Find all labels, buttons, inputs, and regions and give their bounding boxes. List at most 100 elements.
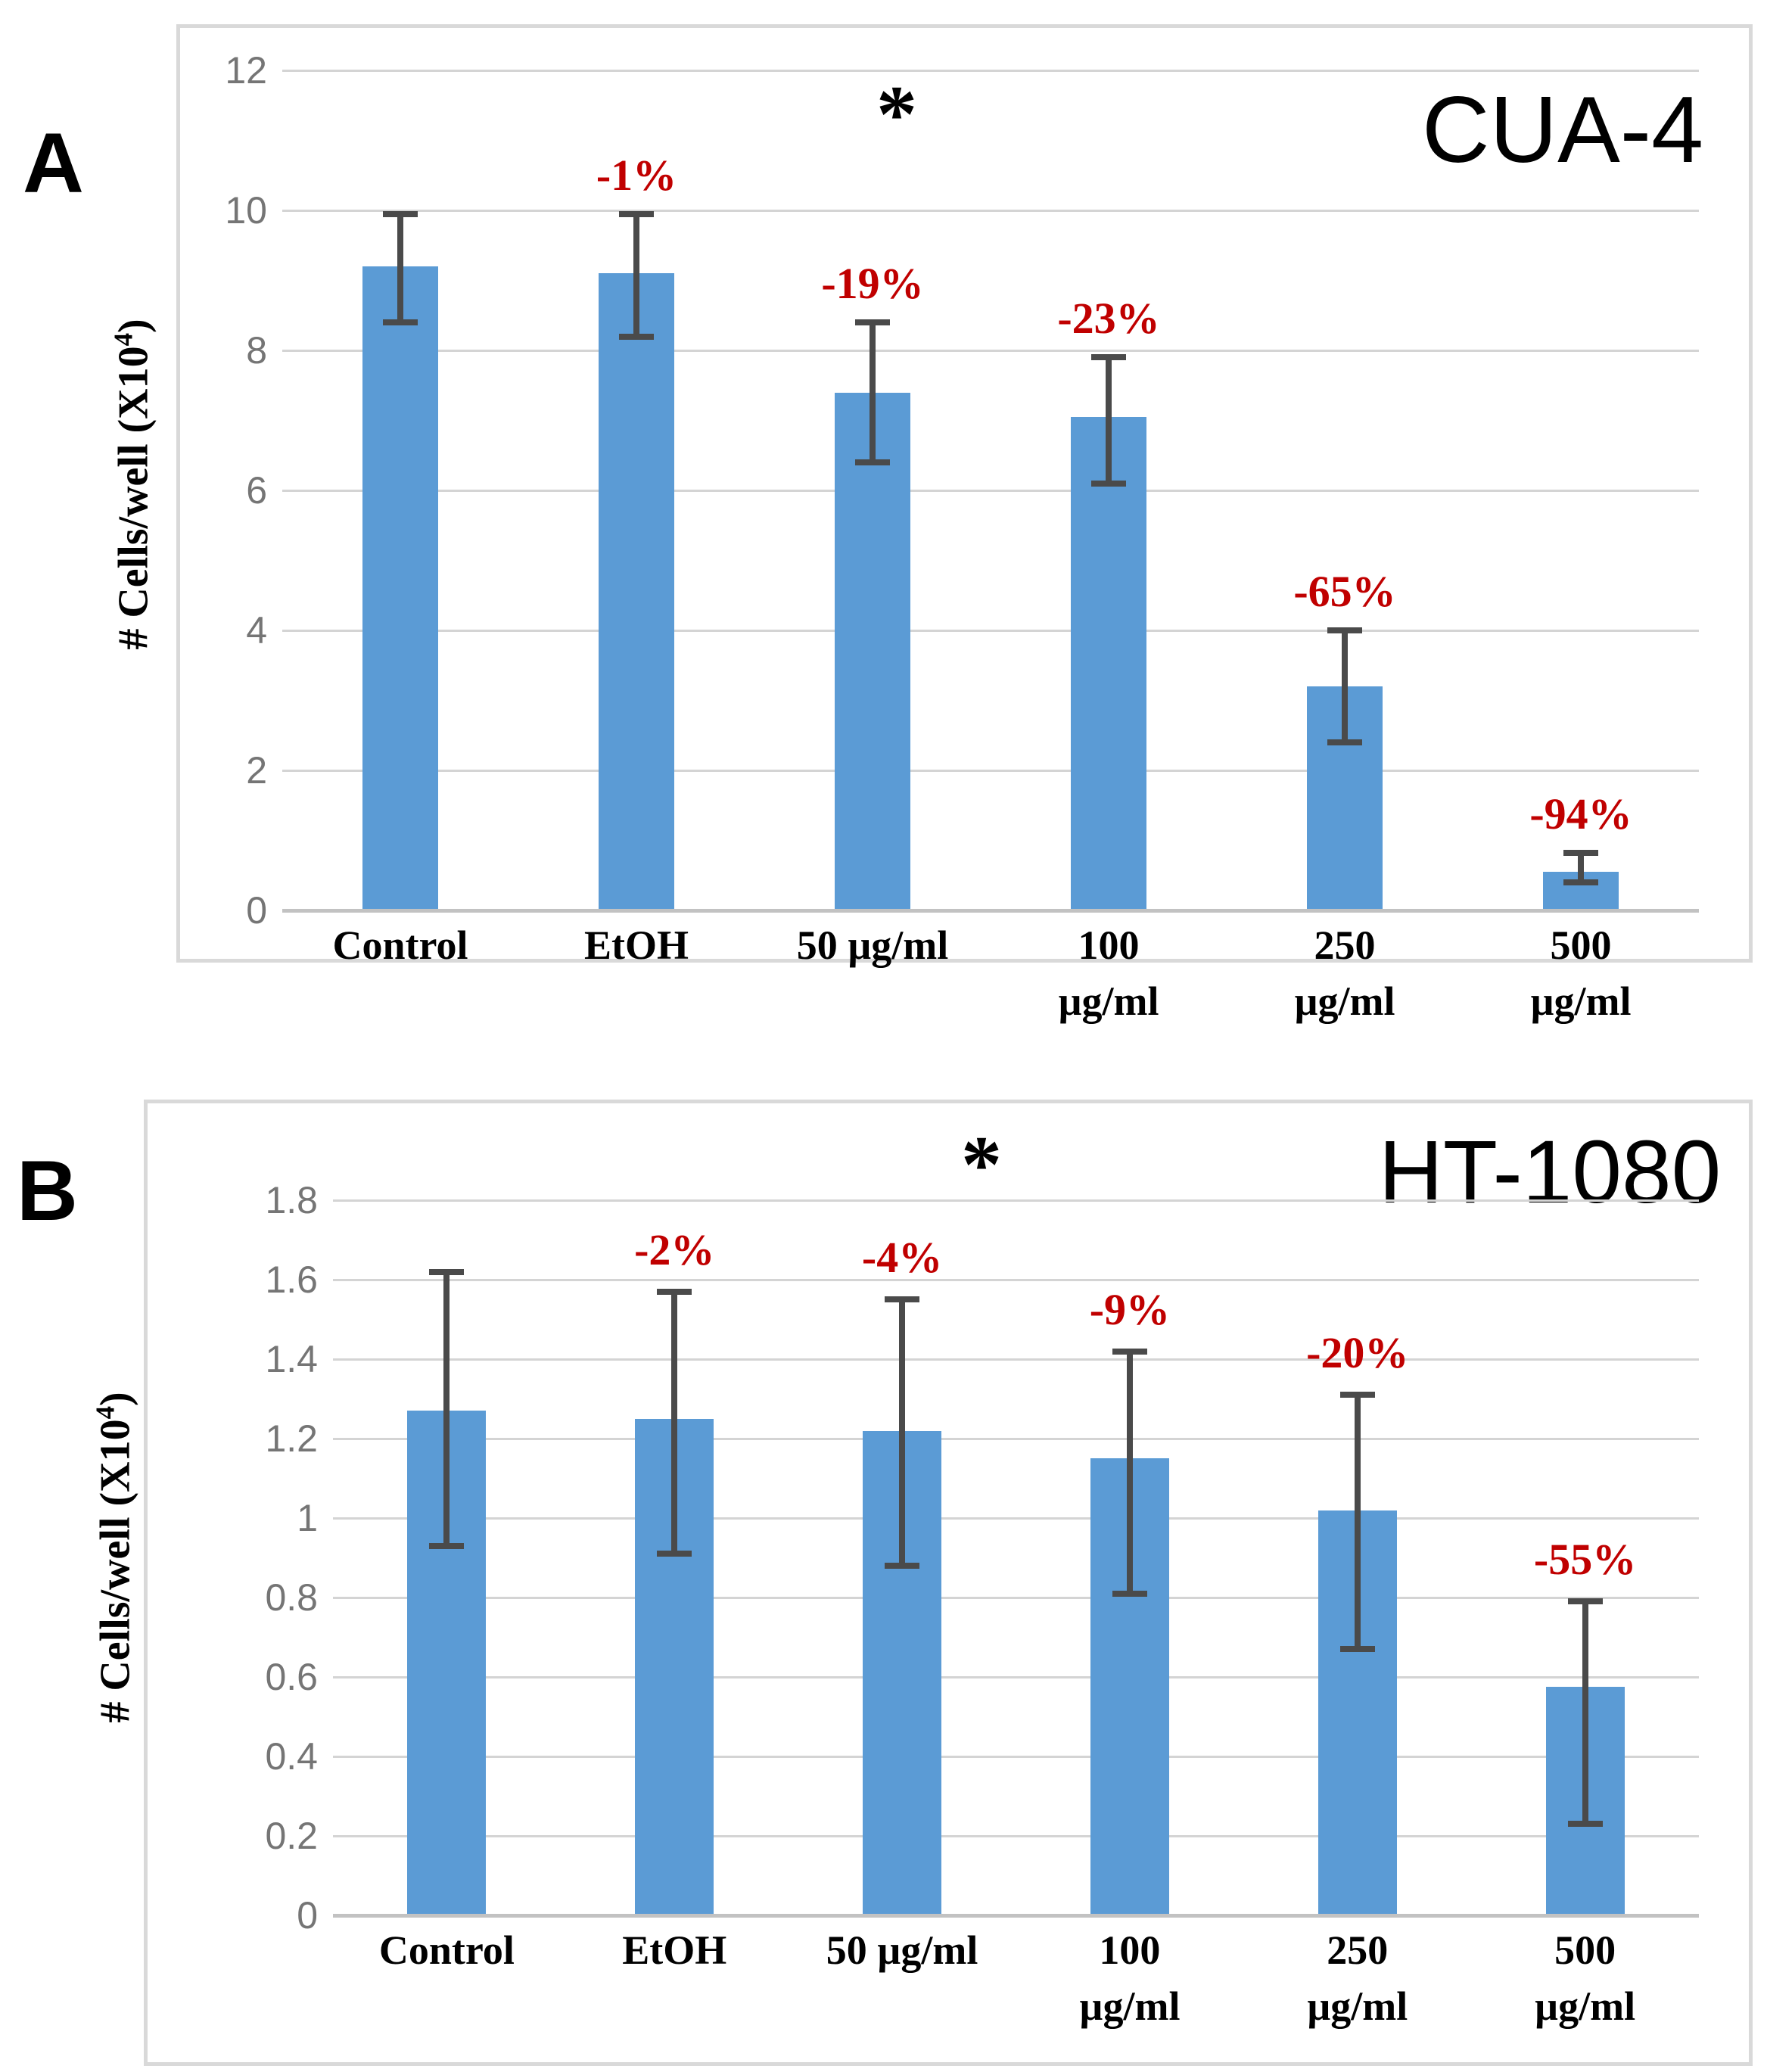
panel-a-bar — [599, 273, 674, 910]
panel-b-y-tick-label: 1.8 — [265, 1179, 318, 1221]
panel-a-category-label: 250 — [1314, 922, 1376, 968]
panel-a-gridline — [282, 349, 1699, 352]
panel-a-error-bar-cap — [1327, 739, 1362, 745]
panel-b-gridline — [333, 1199, 1699, 1202]
panel-a-error-bar-cap — [1091, 354, 1126, 361]
panel-b-category-label: µg/ml — [1307, 1983, 1408, 2029]
panel-a-gridline — [282, 629, 1699, 632]
panel-a-y-tick-label: 6 — [246, 469, 267, 512]
panel-b-x-axis-line — [333, 1913, 1699, 1918]
y-title-superscript: 4 — [90, 1406, 120, 1420]
panel-b-pct-change-label: -4% — [861, 1233, 943, 1283]
panel-a-y-tick-label: 2 — [246, 749, 267, 792]
panel-b-gridline — [333, 1596, 1699, 1599]
panel-a-error-bar-cap — [855, 459, 890, 465]
panel-b-y-tick-label: 1.6 — [265, 1258, 318, 1301]
y-title-text: # Cells/well (X10 — [92, 1419, 139, 1723]
panel-a-error-bar-cap — [855, 319, 890, 325]
panel-a-pct-change-label: -23% — [1057, 294, 1160, 344]
panel-a-error-bar-cap — [1563, 850, 1598, 857]
panel-a-y-tick-label: 4 — [246, 609, 267, 652]
panel-b-error-bar-cap — [1339, 1392, 1375, 1398]
panel-b-y-tick-label: 0 — [297, 1894, 318, 1937]
panel-b-significance-asterisk: * — [961, 1120, 1002, 1210]
panel-a-error-bar-cap — [619, 333, 654, 340]
panel-b-gridline — [333, 1675, 1699, 1678]
panel-a-category-label: 100 — [1078, 922, 1140, 968]
panel-a-significance-asterisk: * — [876, 70, 917, 160]
panel-a-error-bar-whisker — [633, 213, 639, 337]
panel-a-y-tick-label: 10 — [225, 189, 267, 232]
panel-b-category-label: 50 µg/ml — [826, 1927, 978, 1973]
panel-b-letter: B — [17, 1143, 78, 1238]
panel-b-error-bar-whisker — [671, 1291, 678, 1554]
panel-b-error-bar-whisker — [1582, 1601, 1588, 1825]
panel-a-error-bar-cap — [383, 210, 418, 217]
panel-b-gridline — [333, 1834, 1699, 1837]
panel-b-y-tick-label: 0.8 — [265, 1576, 318, 1619]
panel-b-error-bar-cap — [1339, 1646, 1375, 1653]
panel-a-gridline — [282, 209, 1699, 212]
panel-a-gridline — [282, 69, 1699, 72]
panel-a-error-bar-cap — [1327, 627, 1362, 633]
panel-b-category-label: µg/ml — [1535, 1983, 1636, 2029]
panel-b-gridline — [333, 1437, 1699, 1440]
panel-b-error-bar-whisker — [1126, 1351, 1133, 1594]
panel-a-pct-change-label: -19% — [821, 259, 924, 308]
panel-a-category-label: µg/ml — [1058, 978, 1159, 1024]
panel-a-category-label: Control — [332, 922, 468, 968]
panel-a-pct-change-label: -94% — [1529, 789, 1632, 839]
panel-a-error-bar-cap — [1091, 480, 1126, 487]
panel-a-bar — [835, 392, 910, 910]
panel-b-y-tick-label: 0.6 — [265, 1656, 318, 1698]
y-title-suffix: ) — [92, 1392, 139, 1407]
panel-b-error-bar-cap — [885, 1563, 920, 1569]
panel-b-pct-change-label: -55% — [1533, 1535, 1637, 1585]
panel-a-bar — [1071, 416, 1146, 910]
panel-a-category-label: EtOH — [583, 922, 689, 968]
panel-b-category-label: 500 — [1554, 1927, 1616, 1973]
panel-a-error-bar-whisker — [1106, 357, 1112, 484]
panel-b-error-bar-cap — [1112, 1348, 1147, 1355]
panel-b-title: HT-1080 — [1378, 1122, 1722, 1223]
panel-a-error-bar-cap — [1563, 879, 1598, 885]
panel-b-error-bar-cap — [657, 1551, 692, 1557]
panel-b-error-bar-cap — [885, 1296, 920, 1303]
panel-a-category-label: µg/ml — [1530, 978, 1632, 1024]
panel-b-gridline — [333, 1278, 1699, 1281]
panel-a-gridline — [282, 489, 1699, 492]
panel-b-error-bar-cap — [1567, 1821, 1603, 1828]
panel-b-y-axis-title: # Cells/well (X104) — [91, 1392, 140, 1722]
panel-b-error-bar-cap — [657, 1288, 692, 1295]
panel-b-y-tick-label: 0.4 — [265, 1735, 318, 1778]
panel-a-gridline — [282, 769, 1699, 772]
panel-a-letter: A — [23, 116, 84, 210]
panel-a-error-bar-whisker — [870, 322, 876, 462]
panel-b-error-bar-cap — [1567, 1598, 1603, 1605]
panel-a-chart-box — [176, 24, 1753, 963]
panel-b-y-tick-label: 1.2 — [265, 1417, 318, 1460]
panel-b-category-label: Control — [378, 1927, 515, 1973]
panel-b-error-bar-cap — [429, 1542, 465, 1549]
panel-b-category-label: 250 — [1327, 1927, 1389, 1973]
panel-a-error-bar-cap — [619, 210, 654, 217]
panel-a-title: CUA-4 — [1421, 77, 1704, 182]
panel-b-gridline — [333, 1755, 1699, 1758]
panel-b-error-bar-whisker — [1354, 1395, 1361, 1650]
panel-a-error-bar-whisker — [1578, 853, 1584, 882]
panel-a-pct-change-label: -65% — [1293, 567, 1396, 616]
panel-b-category-label: µg/ml — [1079, 1983, 1181, 2029]
panel-b-y-tick-label: 1 — [297, 1497, 318, 1539]
panel-a-error-bar-whisker — [1342, 630, 1348, 742]
panel-b-pct-change-label: -20% — [1306, 1328, 1409, 1378]
panel-b-y-tick-label: 1.4 — [265, 1338, 318, 1380]
panel-a-category-label: 50 µg/ml — [796, 922, 949, 968]
panel-a-category-label: 500 — [1550, 922, 1612, 968]
panel-b-category-label: 100 — [1099, 1927, 1161, 1973]
panel-b-error-bar-whisker — [443, 1271, 450, 1546]
panel-a-y-tick-label: 12 — [225, 49, 267, 92]
panel-b-error-bar-whisker — [899, 1299, 906, 1566]
panel-a-category-label: µg/ml — [1294, 978, 1395, 1024]
panel-a-error-bar-whisker — [397, 213, 403, 322]
